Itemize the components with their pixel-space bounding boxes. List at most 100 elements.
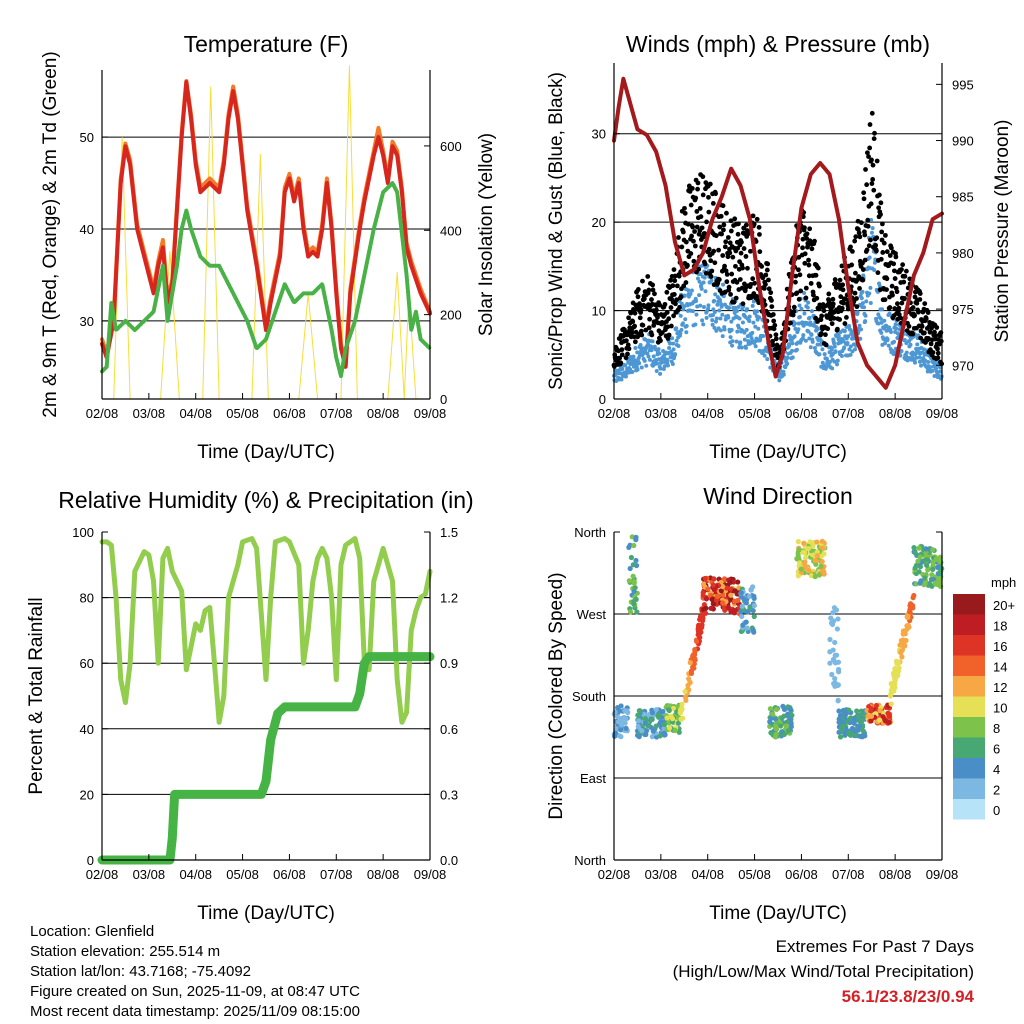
gust-point (812, 238, 817, 244)
gust-point (803, 285, 809, 291)
wind-point (806, 300, 811, 305)
gust-point (751, 221, 757, 227)
direction-point (626, 578, 632, 584)
wind-point (670, 362, 675, 367)
x-tick-label: 07/08 (832, 867, 865, 882)
wind-point (730, 343, 735, 348)
gust-point (698, 214, 704, 220)
direction-point (833, 607, 840, 613)
y-tick-label: 40 (80, 722, 94, 737)
x-tick-label: 02/08 (598, 406, 631, 421)
gust-point (926, 336, 931, 341)
gust-point (688, 202, 694, 208)
gust-point (717, 224, 723, 230)
direction-point (877, 717, 883, 723)
direction-point (657, 733, 663, 739)
direction-point (778, 723, 784, 729)
x-tick-label: 05/08 (226, 867, 259, 882)
wind-point (908, 342, 913, 347)
gust-point (722, 244, 728, 250)
gust-point (934, 325, 940, 330)
gust-point (884, 276, 890, 282)
direction-point (720, 583, 726, 590)
wind-point (679, 327, 684, 332)
gust-point (807, 226, 813, 232)
direction-point (628, 554, 634, 561)
wind-point (734, 339, 739, 344)
direction-point (896, 659, 902, 665)
legend-label: 14 (993, 660, 1007, 675)
x-tick-label: 02/08 (86, 867, 119, 882)
gust-point (619, 352, 625, 358)
direction-point (649, 734, 655, 740)
direction-point (898, 638, 905, 644)
gust-point (668, 277, 674, 283)
wind-point (857, 323, 862, 328)
wind-point (836, 333, 841, 338)
gust-point (625, 342, 631, 348)
direction-point (929, 572, 935, 578)
wind-point (860, 289, 865, 294)
gust-point (650, 287, 656, 293)
gust-point (938, 338, 944, 344)
panel-wind-direction: Wind Direction Time (Day/UTC) Direction (C… (546, 483, 1016, 924)
wind-point (661, 348, 666, 353)
x-tick-label: 03/08 (645, 867, 678, 882)
direction-point (703, 596, 710, 602)
gust-point (692, 229, 697, 234)
wind-point (715, 302, 720, 307)
gust-point (773, 332, 779, 338)
gust-point (676, 273, 682, 279)
recent-data-text: Most recent data timestamp: 2025/11/09 0… (30, 1003, 360, 1020)
direction-point (836, 716, 842, 722)
gust-point (862, 257, 868, 263)
gust-point (806, 257, 811, 263)
direction-point (803, 555, 809, 561)
wind-point (743, 345, 748, 350)
gust-point (874, 158, 880, 164)
gust-point (880, 250, 886, 255)
wind-point (747, 319, 752, 324)
gust-point (707, 181, 713, 187)
direction-point (835, 697, 841, 703)
gust-point (757, 232, 762, 237)
wind-point (799, 306, 804, 311)
direction-point (813, 561, 819, 567)
direction-point (868, 708, 874, 714)
wind-point (718, 298, 723, 303)
gust-point (869, 110, 875, 116)
wind-point (914, 355, 919, 360)
y2-tick-label: 600 (440, 139, 462, 154)
direction-point (862, 733, 868, 739)
wind-point (720, 334, 725, 339)
wind-point (739, 345, 744, 350)
direction-point (633, 596, 639, 602)
direction-point (623, 725, 629, 732)
direction-point (922, 575, 928, 581)
direction-point (702, 610, 709, 616)
direction-point (917, 580, 923, 586)
direction-point (641, 711, 647, 717)
direction-point (662, 721, 668, 728)
direction-point (720, 600, 726, 606)
direction-point (877, 708, 883, 714)
gust-point (748, 248, 753, 254)
gust-point (821, 308, 827, 314)
y-tick-label: 50 (80, 130, 94, 145)
direction-point (892, 665, 898, 672)
wind-point (817, 352, 822, 357)
plot-area (97, 536, 435, 865)
gust-point (724, 210, 729, 216)
wind-point (703, 289, 708, 294)
wind-point (697, 293, 702, 298)
direction-point (727, 579, 733, 585)
series-line-solar-insolation (101, 65, 431, 400)
gust-point (770, 312, 776, 317)
gust-point (646, 325, 652, 331)
x-tick-label: 09/08 (926, 406, 959, 421)
wind-point (876, 321, 881, 326)
wind-point (653, 347, 658, 352)
gust-point (815, 265, 821, 271)
direction-point (644, 728, 650, 734)
direction-point (814, 553, 820, 559)
